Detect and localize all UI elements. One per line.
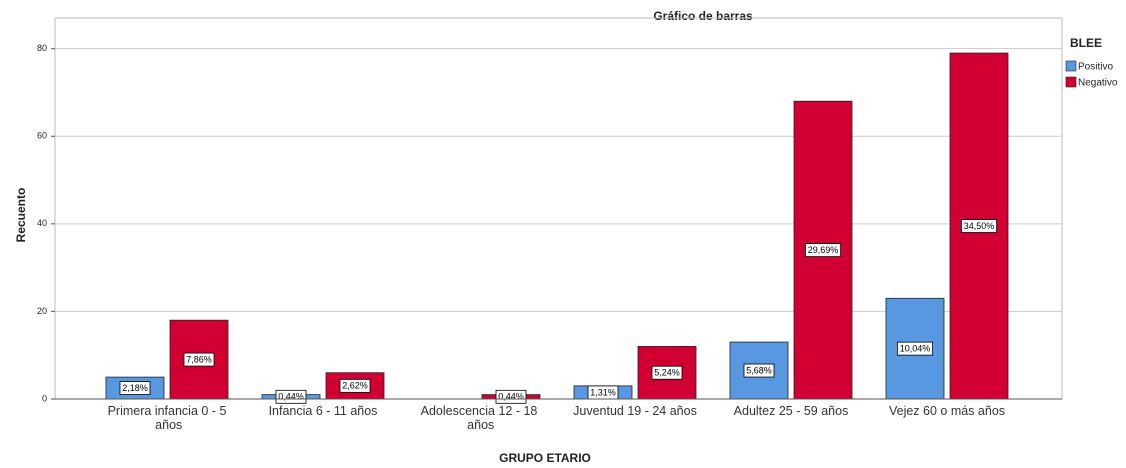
- legend-swatch: [1065, 60, 1077, 72]
- value-label: 10,04%: [900, 344, 931, 354]
- value-label-box: [743, 363, 775, 378]
- value-label-box: [805, 243, 842, 258]
- y-tick-label: 80: [37, 43, 47, 53]
- x-axis-title: GRUPO ETARIO: [499, 451, 591, 465]
- legend-swatch: [1065, 76, 1077, 88]
- value-label: 5,24%: [654, 368, 680, 378]
- value-label: 1,31%: [590, 387, 616, 397]
- legend-label: Positivo: [1078, 62, 1113, 73]
- bar: [637, 346, 697, 400]
- value-label: 5,68%: [746, 365, 772, 375]
- value-label-box: [495, 389, 527, 404]
- value-label: 2,62%: [342, 381, 368, 391]
- y-tick-label: 0: [42, 393, 47, 403]
- value-label-box: [339, 378, 371, 393]
- value-label: 0,44%: [498, 392, 524, 402]
- x-tick-label: Juventud 19 - 24 años: [573, 404, 697, 418]
- value-label-box: [961, 219, 998, 233]
- value-label: 29,69%: [808, 245, 839, 255]
- legend-title: BLEE: [1070, 36, 1102, 50]
- value-label: 2,18%: [122, 383, 148, 393]
- value-label-box: [651, 365, 683, 380]
- value-label-box: [183, 352, 215, 367]
- y-tick-label: 40: [37, 218, 47, 228]
- chart-title: Gráfico de barras: [653, 9, 753, 23]
- value-label: 0,44%: [278, 392, 304, 402]
- x-tick-label: Vejez 60 o más años: [889, 404, 1005, 418]
- y-axis-title: Recuento: [14, 188, 28, 243]
- x-tick-label: Adolescencia 12 - 18 años: [421, 404, 538, 432]
- x-tick-label: Adultez 25 - 59 años: [734, 404, 849, 418]
- y-tick-label: 60: [37, 131, 47, 141]
- y-tick-label: 20: [37, 306, 47, 316]
- x-tick-label: Primera infancia 0 - 5 años: [108, 404, 227, 432]
- x-tick-label: Infancia 6 - 11 años: [269, 404, 378, 418]
- legend-label: Negativo: [1078, 78, 1118, 89]
- value-label: 7,86%: [186, 354, 212, 364]
- value-label-box: [119, 381, 151, 395]
- value-label-box: [275, 389, 307, 404]
- value-label-box: [897, 341, 934, 356]
- value-label: 34,50%: [964, 221, 995, 231]
